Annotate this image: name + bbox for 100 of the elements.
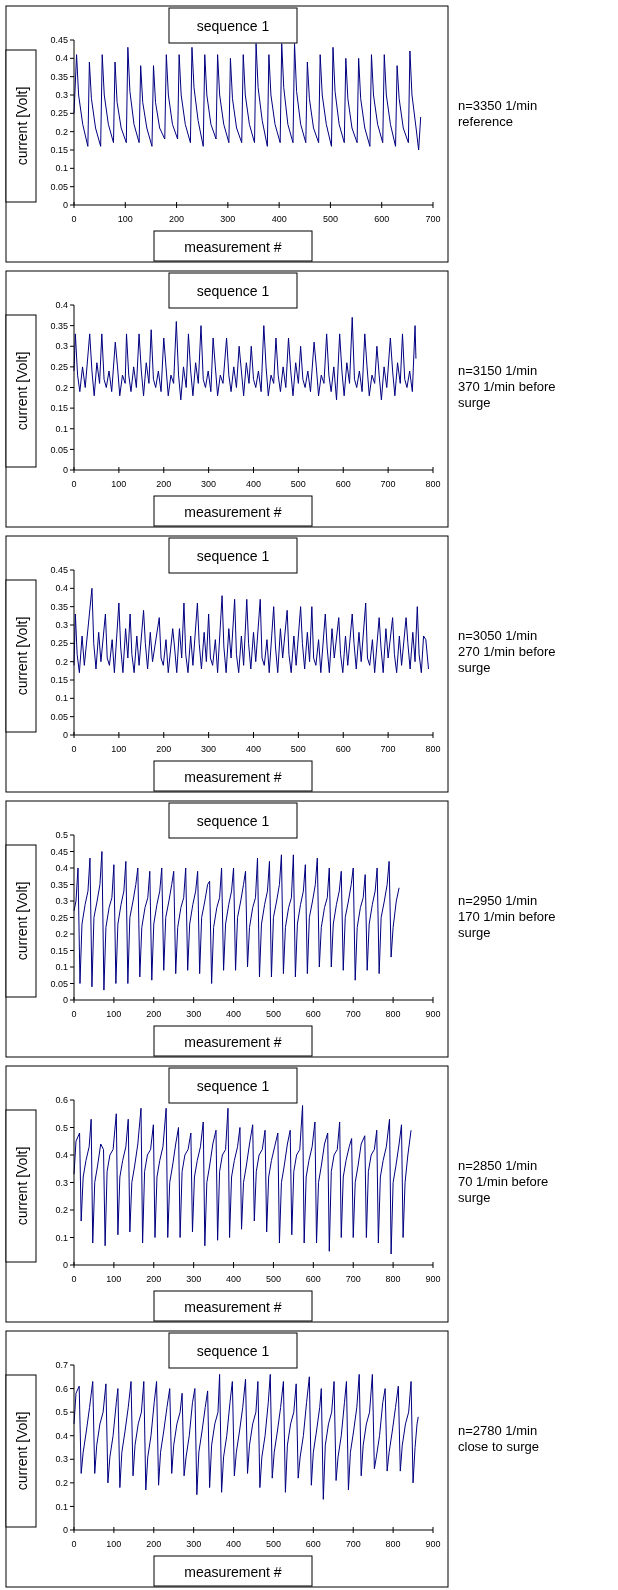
y-axis-title: current [Volt] (14, 1146, 30, 1226)
y-tick-label: 0.25 (50, 912, 68, 923)
chart-title: sequence 1 (196, 1078, 270, 1094)
y-tick-label: 0.6 (55, 1383, 68, 1394)
y-tick-label: 0 (62, 1260, 68, 1271)
y-axis-title: current [Volt] (14, 616, 30, 696)
y-tick-label: 0.2 (55, 656, 68, 667)
y-tick-label: 0.3 (55, 1454, 68, 1465)
x-tick-label: 0 (71, 1009, 77, 1019)
line-series (73, 316, 417, 401)
chart-title: sequence 1 (196, 813, 270, 829)
x-tick-label: 400 (271, 214, 287, 224)
y-tick-label: 0.35 (50, 601, 68, 612)
x-tick-label: 300 (186, 1274, 202, 1284)
line-series (73, 43, 422, 151)
line-series (73, 1105, 412, 1255)
x-tick-label: 600 (305, 1274, 321, 1284)
x-tick-label: 600 (305, 1539, 321, 1549)
x-tick-label: 100 (106, 1539, 122, 1549)
x-tick-label: 100 (111, 479, 127, 489)
x-tick-label: 900 (425, 1009, 441, 1019)
x-tick-label: 100 (117, 214, 133, 224)
x-axis-title: measurement # (184, 1299, 282, 1315)
chart-title: sequence 1 (196, 283, 270, 299)
y-tick-label: 0.2 (55, 126, 68, 137)
y-tick-label: 0.25 (50, 108, 68, 119)
y-axis-title: current [Volt] (14, 1411, 30, 1491)
x-tick-label: 800 (425, 479, 441, 489)
y-tick-label: 0.2 (55, 1478, 68, 1489)
x-tick-label: 100 (106, 1274, 122, 1284)
y-tick-label: 0 (62, 995, 68, 1006)
y-tick-label: 0 (62, 465, 68, 476)
y-tick-label: 0.7 (55, 1360, 68, 1371)
y-tick-label: 0.15 (50, 945, 68, 956)
y-axis-title: current [Volt] (14, 351, 30, 431)
y-tick-label: 0.2 (55, 929, 68, 940)
y-tick-label: 0.4 (55, 53, 68, 64)
y-tick-label: 0.1 (55, 693, 68, 704)
x-tick-label: 800 (425, 744, 441, 754)
chart-title: sequence 1 (196, 1343, 270, 1359)
x-tick-label: 300 (186, 1009, 202, 1019)
x-axis-title: measurement # (184, 504, 282, 520)
x-tick-label: 500 (322, 214, 338, 224)
x-tick-label: 400 (226, 1539, 242, 1549)
x-tick-label: 700 (425, 214, 441, 224)
x-tick-label: 500 (265, 1009, 281, 1019)
y-tick-label: 0.3 (55, 341, 68, 352)
x-tick-label: 900 (425, 1274, 441, 1284)
x-axis-title: measurement # (184, 769, 282, 785)
y-tick-label: 0.15 (50, 675, 68, 686)
y-tick-label: 0 (62, 730, 68, 741)
y-tick-label: 0.25 (50, 638, 68, 649)
x-tick-label: 100 (111, 744, 127, 754)
x-tick-label: 0 (71, 1274, 77, 1284)
x-tick-label: 600 (305, 1009, 321, 1019)
y-tick-label: 0.35 (50, 879, 68, 890)
x-tick-label: 400 (226, 1274, 242, 1284)
x-tick-label: 800 (385, 1539, 401, 1549)
line-series (73, 587, 430, 674)
line-series (73, 851, 400, 991)
x-axis-title: measurement # (184, 1564, 282, 1580)
x-tick-label: 300 (201, 479, 217, 489)
y-tick-label: 0.05 (50, 181, 68, 192)
y-axis-title: current [Volt] (14, 881, 30, 961)
y-tick-label: 0.3 (55, 896, 68, 907)
y-tick-label: 0.05 (50, 978, 68, 989)
y-tick-label: 0.6 (55, 1095, 68, 1106)
text: n=3350 1/min reference (458, 98, 538, 129)
y-tick-label: 0 (62, 1525, 68, 1536)
text: n=2950 1/min 170 1/min before surge (458, 893, 556, 940)
x-tick-label: 400 (245, 744, 262, 754)
x-tick-label: 800 (385, 1009, 401, 1019)
x-tick-label: 300 (186, 1539, 202, 1549)
x-tick-label: 600 (374, 214, 390, 224)
x-tick-label: 400 (245, 479, 262, 489)
x-tick-label: 200 (169, 214, 185, 224)
x-tick-label: 600 (335, 744, 351, 754)
x-tick-label: 0 (71, 479, 77, 489)
text: n=2850 1/min 70 1/min before surge (458, 1158, 549, 1205)
x-tick-label: 400 (226, 1009, 242, 1019)
x-tick-label: 300 (201, 744, 217, 754)
y-tick-label: 0.1 (55, 163, 68, 174)
x-tick-label: 600 (335, 479, 351, 489)
text: n=3150 1/min 370 1/min before surge (458, 363, 556, 410)
x-tick-label: 0 (71, 1539, 77, 1549)
x-tick-label: 500 (265, 1274, 281, 1284)
y-tick-label: 0.35 (50, 320, 68, 331)
x-tick-label: 800 (385, 1274, 401, 1284)
y-tick-label: 0.35 (50, 71, 68, 82)
y-tick-label: 0.45 (50, 846, 68, 857)
y-tick-label: 0.3 (55, 90, 68, 101)
x-axis-title: measurement # (184, 239, 282, 255)
x-tick-label: 700 (380, 479, 396, 489)
text: n=2780 1/min close to surge (458, 1423, 539, 1454)
y-tick-label: 0.15 (50, 403, 68, 414)
x-axis-title: measurement # (184, 1034, 282, 1050)
x-tick-label: 500 (265, 1539, 281, 1549)
y-tick-label: 0.45 (50, 35, 68, 46)
y-tick-label: 0.3 (55, 1177, 68, 1188)
line-series (73, 1373, 419, 1500)
